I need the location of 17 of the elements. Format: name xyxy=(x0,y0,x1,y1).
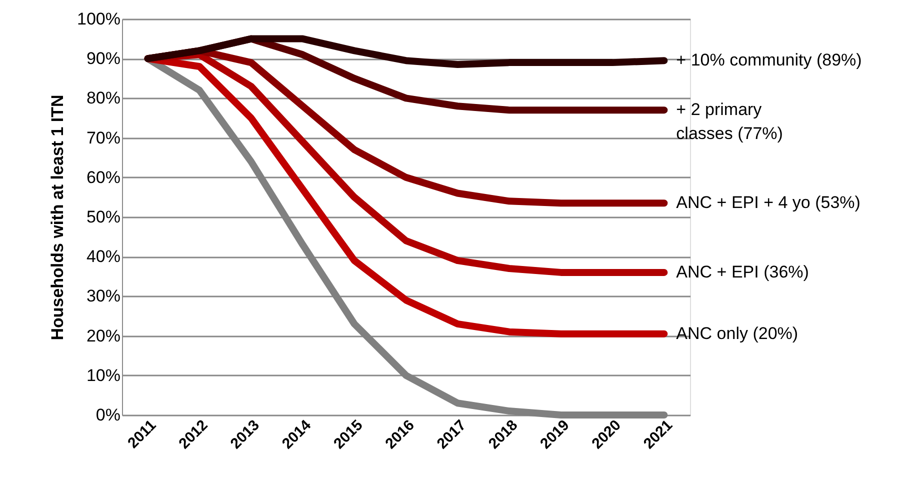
series-label: ANC + EPI + 4 yo (53%) xyxy=(676,193,860,212)
series-label: + 10% community (89%) xyxy=(676,50,862,70)
y-tick-label: 100% xyxy=(77,10,120,28)
y-tick-label: 80% xyxy=(86,88,120,108)
y-tick-label: 90% xyxy=(86,49,120,68)
y-tick-label: 0% xyxy=(96,406,120,424)
y-tick-label: 10% xyxy=(86,366,120,385)
y-tick-label: 20% xyxy=(86,326,120,346)
y-tick-label: 50% xyxy=(86,208,120,226)
y-tick-label: 60% xyxy=(86,168,120,187)
y-tick-label: 40% xyxy=(86,247,120,266)
y-tick-label: 70% xyxy=(86,128,120,148)
y-axis-title: Households with at least 1 ITN xyxy=(48,94,68,340)
series-label: ANC only (20%) xyxy=(676,324,798,343)
series-label: ANC + EPI (36%) xyxy=(676,262,809,282)
series-label: + 2 primary classes (77%) xyxy=(676,100,783,144)
y-tick-label: 30% xyxy=(86,286,120,306)
